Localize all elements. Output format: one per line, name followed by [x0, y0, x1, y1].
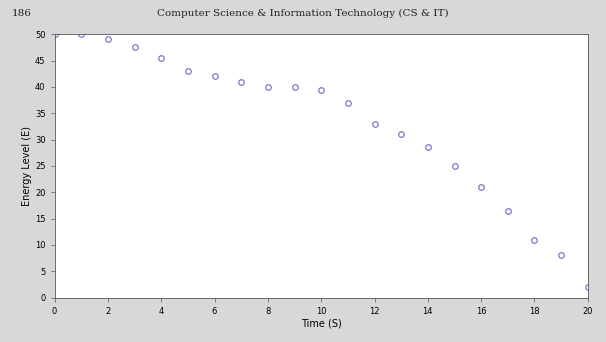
X-axis label: Time (S): Time (S): [301, 318, 342, 328]
Text: 186: 186: [12, 9, 32, 17]
Y-axis label: Energy Level (E): Energy Level (E): [22, 126, 32, 206]
Text: Computer Science & Information Technology (CS & IT): Computer Science & Information Technolog…: [157, 9, 449, 18]
